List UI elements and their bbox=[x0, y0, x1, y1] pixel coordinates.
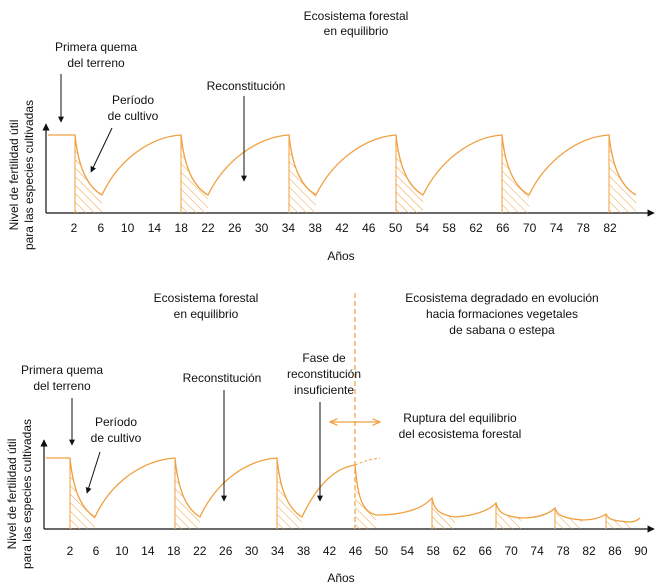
top-tick-label: 62 bbox=[469, 221, 483, 235]
bottom-tick-label: 86 bbox=[608, 544, 622, 558]
bottom-degraded-line1: Ecosistema degradado en evolución bbox=[405, 291, 598, 305]
bottom-xlabel: Años bbox=[327, 571, 354, 585]
bottom-curve-stable bbox=[46, 457, 356, 518]
top-tick-label: 50 bbox=[389, 221, 403, 235]
top-tick-label: 26 bbox=[228, 221, 242, 235]
bottom-tick-label: 38 bbox=[297, 544, 311, 558]
bottom-tick-label: 70 bbox=[504, 544, 518, 558]
top-tick-labels: 2 6 10 14 18 22 26 30 34 38 42 46 50 54 58 62 66 70 74 78 82 bbox=[71, 221, 617, 235]
bottom-curve-degraded bbox=[354, 464, 641, 523]
top-ylabel-line1: Nivel de fertilidad útil bbox=[7, 120, 21, 231]
bottom-cultivation-area-1 bbox=[70, 458, 95, 529]
top-tick-label: 22 bbox=[201, 221, 215, 235]
bottom-insufficient-line3: insuficiente bbox=[294, 383, 354, 397]
top-tick-label: 54 bbox=[416, 221, 430, 235]
top-first-burn-line1: Primera quema bbox=[55, 40, 137, 54]
bottom-tick-label: 78 bbox=[556, 544, 570, 558]
bottom-tick-label: 46 bbox=[349, 544, 363, 558]
bottom-degraded-line3: de sabana o estepa bbox=[449, 323, 555, 337]
bottom-tick-label: 26 bbox=[219, 544, 233, 558]
top-tick-label: 78 bbox=[577, 221, 591, 235]
top-cultivation-line2: de cultivo bbox=[108, 109, 159, 123]
top-cultivation-arrow bbox=[90, 127, 113, 173]
bottom-tick-label: 62 bbox=[453, 544, 467, 558]
top-tick-label: 2 bbox=[71, 221, 78, 235]
top-tick-label: 70 bbox=[523, 221, 537, 235]
top-panel: Ecosistema forestal en equilibrio Nivel … bbox=[7, 9, 655, 263]
top-reconstitution: Reconstitución bbox=[207, 79, 286, 93]
bottom-fertility-curve bbox=[46, 457, 641, 529]
top-y-axis-label: Nivel de fertilidad útil para las especi… bbox=[7, 100, 36, 250]
bottom-rupture-line1: Ruptura del equilibrio bbox=[403, 411, 517, 425]
top-tick-label: 18 bbox=[175, 221, 189, 235]
top-tick-label: 42 bbox=[335, 221, 349, 235]
bottom-tick-label: 30 bbox=[245, 544, 259, 558]
top-tick-label: 10 bbox=[121, 221, 135, 235]
bottom-first-burn-line2: del terreno bbox=[33, 379, 91, 393]
top-tick-label: 46 bbox=[362, 221, 376, 235]
top-fertility-curve bbox=[48, 134, 637, 213]
bottom-tick-label: 18 bbox=[167, 544, 181, 558]
bottom-cultivation-area-3 bbox=[277, 458, 302, 529]
top-tick-label: 74 bbox=[550, 221, 564, 235]
top-curve-line bbox=[48, 134, 637, 196]
bottom-cultivation-line1: Período bbox=[95, 415, 137, 429]
bottom-tick-label: 2 bbox=[67, 544, 74, 558]
top-title-line2: en equilibrio bbox=[324, 24, 389, 38]
bottom-tick-label: 34 bbox=[271, 544, 285, 558]
bottom-title-line1: Ecosistema forestal bbox=[154, 291, 259, 305]
top-ylabel-line2: para las especies cultivadas bbox=[22, 100, 36, 250]
bottom-cultivation-area-5 bbox=[432, 498, 455, 529]
bottom-ylabel-line2: para las especies cultivadas bbox=[20, 419, 34, 569]
top-tick-label: 30 bbox=[255, 221, 269, 235]
bottom-tick-label: 74 bbox=[530, 544, 544, 558]
top-tick-label: 38 bbox=[309, 221, 323, 235]
bottom-tick-label: 10 bbox=[115, 544, 129, 558]
bottom-tick-label: 58 bbox=[427, 544, 441, 558]
bottom-tick-label: 6 bbox=[93, 544, 100, 558]
bottom-tick-label: 42 bbox=[323, 544, 337, 558]
top-cultivation-area-2 bbox=[181, 135, 208, 213]
bottom-insufficient-line2: reconstitución bbox=[287, 367, 361, 381]
bottom-cultivation-arrow bbox=[85, 451, 101, 494]
top-title-line1: Ecosistema forestal bbox=[304, 9, 409, 23]
top-tick-label: 58 bbox=[443, 221, 457, 235]
bottom-first-burn-line1: Primera quema bbox=[21, 363, 103, 377]
bottom-tick-label: 66 bbox=[479, 544, 493, 558]
bottom-tick-label: 82 bbox=[582, 544, 596, 558]
top-tick-label: 14 bbox=[148, 221, 162, 235]
bottom-tick-label: 50 bbox=[375, 544, 389, 558]
top-cultivation-area-4 bbox=[396, 135, 423, 213]
bottom-title-line2: en equilibrio bbox=[174, 307, 239, 321]
top-tick-label: 6 bbox=[97, 221, 104, 235]
top-cultivation-area-5 bbox=[502, 135, 529, 213]
top-cultivation-area-3 bbox=[289, 135, 316, 213]
bottom-curve-insufficient-tail bbox=[354, 457, 381, 466]
bottom-rupture-line2: del ecosistema forestal bbox=[399, 427, 522, 441]
top-xlabel: Años bbox=[327, 249, 354, 263]
bottom-ylabel-line1: Nivel de fertilidad útil bbox=[5, 439, 19, 550]
bottom-tick-label: 14 bbox=[141, 544, 155, 558]
top-cultivation-area-6 bbox=[609, 135, 636, 213]
bottom-tick-label: 22 bbox=[193, 544, 207, 558]
bottom-cultivation-area-4 bbox=[355, 470, 376, 529]
bottom-insufficient-line1: Fase de bbox=[302, 351, 346, 365]
top-cultivation-line1: Período bbox=[112, 93, 154, 107]
bottom-degraded-line2: hacia formaciones vegetales bbox=[426, 307, 578, 321]
top-first-burn-line2: del terreno bbox=[67, 56, 125, 70]
bottom-y-axis-label: Nivel de fertilidad útil para las especi… bbox=[5, 419, 34, 569]
bottom-reconstitution: Reconstitución bbox=[183, 371, 262, 385]
bottom-panel: Ecosistema forestal en equilibrio Ecosis… bbox=[5, 291, 655, 585]
bottom-cultivation-area-2 bbox=[175, 458, 200, 529]
bottom-tick-label: 90 bbox=[634, 544, 648, 558]
top-tick-label: 66 bbox=[496, 221, 510, 235]
top-tick-label: 34 bbox=[282, 221, 296, 235]
top-tick-label: 82 bbox=[603, 221, 617, 235]
top-cultivation-area-1 bbox=[75, 135, 102, 213]
bottom-cultivation-line2: de cultivo bbox=[91, 431, 142, 445]
bottom-tick-label: 54 bbox=[401, 544, 415, 558]
bottom-tick-labels: 2 6 10 14 18 22 26 30 34 38 42 46 50 54 58 62 66 70 74 78 82… bbox=[67, 544, 648, 558]
